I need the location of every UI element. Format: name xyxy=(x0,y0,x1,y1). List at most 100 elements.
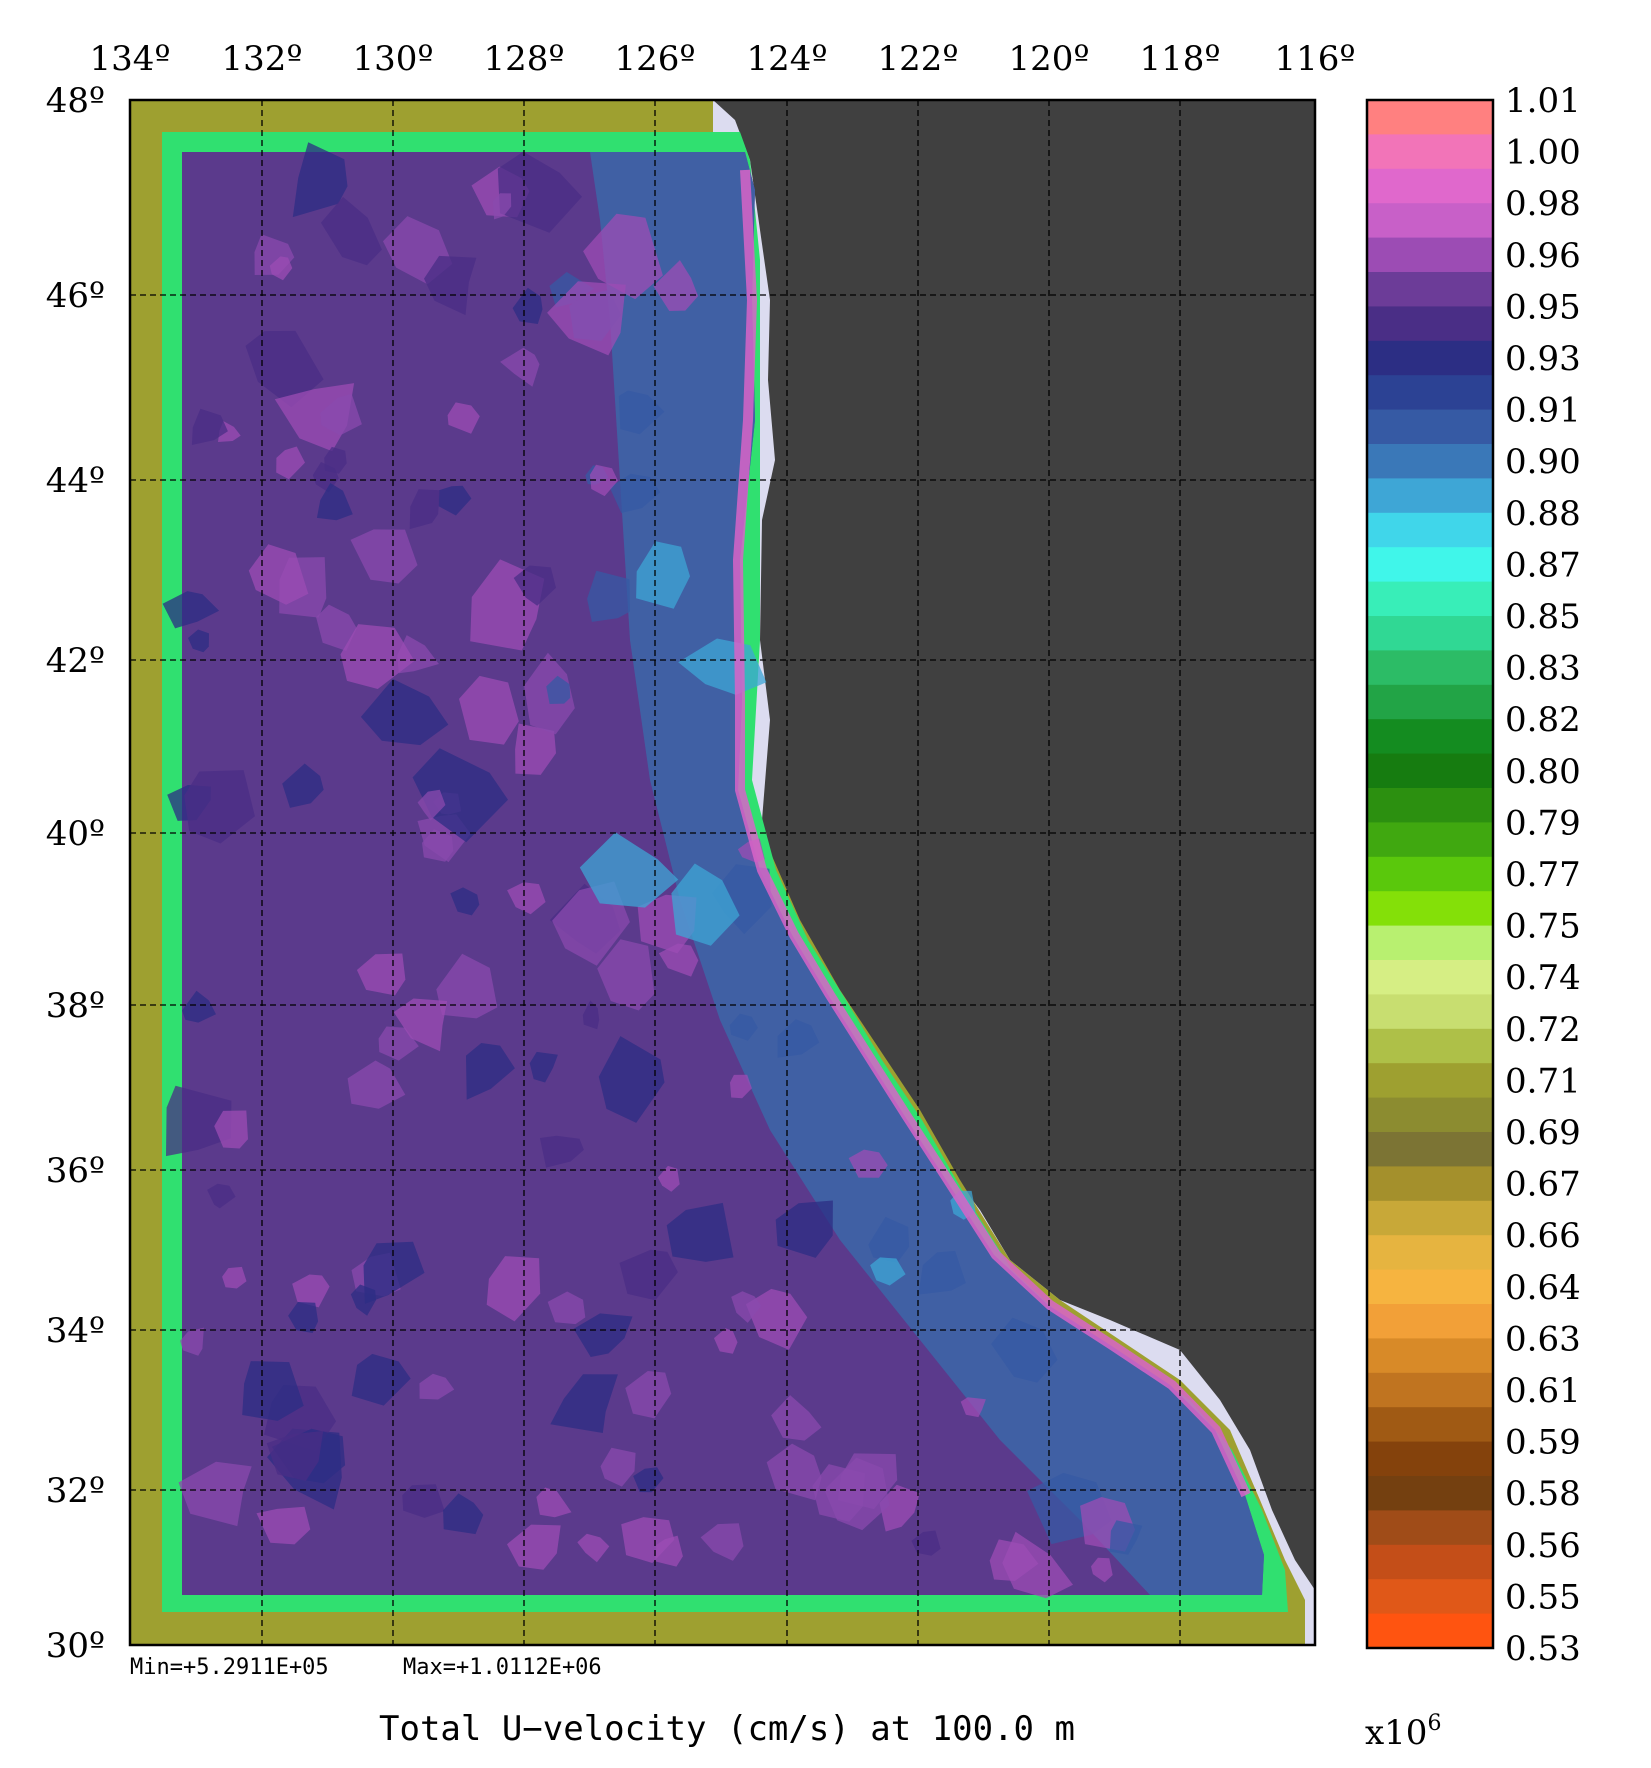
colorbar-label: 0.69 xyxy=(1505,1113,1581,1153)
velocity-blotch xyxy=(870,1257,906,1286)
velocity-blotch xyxy=(316,483,353,521)
colorbar-swatch xyxy=(1367,1028,1493,1064)
colorbar-swatch xyxy=(1367,1476,1493,1511)
colorbar-swatch xyxy=(1367,100,1493,135)
velocity-blotch xyxy=(583,213,663,300)
velocity-blotch xyxy=(991,1317,1058,1383)
colorbar-swatch xyxy=(1367,994,1493,1030)
colorbar-label: 0.93 xyxy=(1505,339,1581,379)
colorbar-swatch xyxy=(1367,1407,1493,1443)
latitude-tick-label: 30º xyxy=(46,1626,105,1666)
colorbar-swatch xyxy=(1367,753,1493,789)
min-value-label: Min=+5.2911E+05 xyxy=(130,1655,329,1680)
latitude-tick-label: 34º xyxy=(46,1311,105,1351)
colorbar-swatch xyxy=(1367,272,1493,307)
velocity-blotch xyxy=(424,255,477,316)
colorbar-label: 0.96 xyxy=(1505,236,1581,276)
velocity-blotch xyxy=(292,1274,330,1308)
colorbar-label: 0.71 xyxy=(1505,1061,1581,1101)
velocity-blotch xyxy=(242,1361,304,1421)
colorbar-label: 0.66 xyxy=(1505,1216,1581,1256)
velocity-blotch xyxy=(438,485,472,516)
velocity-blotch xyxy=(166,1085,232,1157)
colorbar-swatch xyxy=(1367,1304,1493,1339)
longitude-tick-label: 132º xyxy=(222,39,303,79)
velocity-blotch xyxy=(316,604,357,651)
colorbar-swatch xyxy=(1367,1235,1493,1271)
velocity-blotch xyxy=(436,953,498,1019)
colorbar-label: 0.79 xyxy=(1505,803,1581,843)
velocity-blotch xyxy=(214,1110,248,1149)
colorbar-swatch xyxy=(1367,650,1493,686)
colorbar-swatch xyxy=(1367,237,1493,273)
colorbar-swatch xyxy=(1367,444,1493,479)
colorbar-swatch xyxy=(1367,340,1493,376)
velocity-blotch xyxy=(497,151,582,233)
velocity-blotch xyxy=(989,1539,1039,1581)
velocity-blotch xyxy=(655,1535,683,1567)
colorbar-label: 0.63 xyxy=(1505,1319,1581,1359)
velocity-blotch xyxy=(771,1395,822,1441)
velocity-blotch xyxy=(412,748,508,843)
colorbar-swatch xyxy=(1367,478,1493,514)
velocity-blotch xyxy=(618,390,665,435)
colorbar-swatch xyxy=(1367,306,1493,342)
velocity-blotch xyxy=(288,1302,319,1333)
latitude-tick-label: 42º xyxy=(46,641,105,681)
colorbar-label: 0.77 xyxy=(1505,855,1581,895)
longitude-tick-label: 122º xyxy=(878,39,959,79)
colorbar-swatch xyxy=(1367,1166,1493,1202)
colorbar-label: 0.53 xyxy=(1505,1629,1581,1669)
velocity-blotch xyxy=(529,1051,558,1083)
longitude-tick-label: 128º xyxy=(484,39,565,79)
longitude-tick-label: 118º xyxy=(1140,39,1221,79)
velocity-blotch xyxy=(350,529,418,584)
latitude-tick-label: 46º xyxy=(46,276,105,316)
colorbar-swatch xyxy=(1367,1544,1493,1580)
colorbar-swatch xyxy=(1367,822,1493,858)
velocity-blotch xyxy=(1109,1520,1143,1555)
colorbar-swatch xyxy=(1367,409,1493,445)
velocity-blotch xyxy=(712,864,772,935)
colorbar-label: 0.64 xyxy=(1505,1268,1581,1308)
velocity-blotch xyxy=(700,1523,744,1561)
velocity-blotch xyxy=(340,624,415,689)
velocity-blotch xyxy=(633,1467,664,1493)
colorbar-label: 0.67 xyxy=(1505,1165,1581,1205)
velocity-blotch xyxy=(671,863,740,946)
colorbar-swatch xyxy=(1367,1441,1493,1477)
colorbar-swatch xyxy=(1367,891,1493,927)
velocity-blotch xyxy=(879,1484,920,1532)
colorbar-swatch xyxy=(1367,547,1493,583)
colorbar-swatch xyxy=(1367,512,1493,548)
velocity-blotch xyxy=(636,541,690,609)
colorbar-label: 0.75 xyxy=(1505,907,1581,947)
latitude-tick-labels: 48º 46º 44º 42º 40º 38º 36º 34º 32º 30º xyxy=(46,81,105,1666)
velocity-blotch xyxy=(507,882,546,915)
velocity-blotch xyxy=(960,1397,986,1418)
colorbar-label: 0.91 xyxy=(1505,391,1581,431)
colorbar-label: 0.88 xyxy=(1505,494,1581,534)
velocity-blotch xyxy=(360,679,449,746)
velocity-blotch xyxy=(207,1183,236,1209)
velocity-blotch xyxy=(745,1288,808,1350)
velocity-blotch xyxy=(276,446,305,480)
colorbar-swatch xyxy=(1367,684,1493,720)
velocity-blotch xyxy=(248,544,309,605)
max-value-label: Max=+1.0112E+06 xyxy=(403,1655,602,1680)
velocity-blotch xyxy=(579,832,679,908)
velocity-blotch xyxy=(443,1493,484,1535)
velocity-blotch xyxy=(918,1250,966,1295)
colorbar-label: 1.01 xyxy=(1505,81,1581,121)
colorbar xyxy=(1367,100,1493,1649)
velocity-blotch xyxy=(419,1373,455,1400)
velocity-contour-blotches xyxy=(162,142,1143,1599)
colorbar-label: 0.90 xyxy=(1505,442,1581,482)
velocity-blotch xyxy=(547,1291,586,1325)
colorbar-label: 0.74 xyxy=(1505,958,1581,998)
velocity-blotch xyxy=(547,281,626,356)
colorbar-swatch xyxy=(1367,581,1493,617)
colorbar-label: 0.83 xyxy=(1505,649,1581,689)
velocity-blotch xyxy=(777,1019,820,1058)
